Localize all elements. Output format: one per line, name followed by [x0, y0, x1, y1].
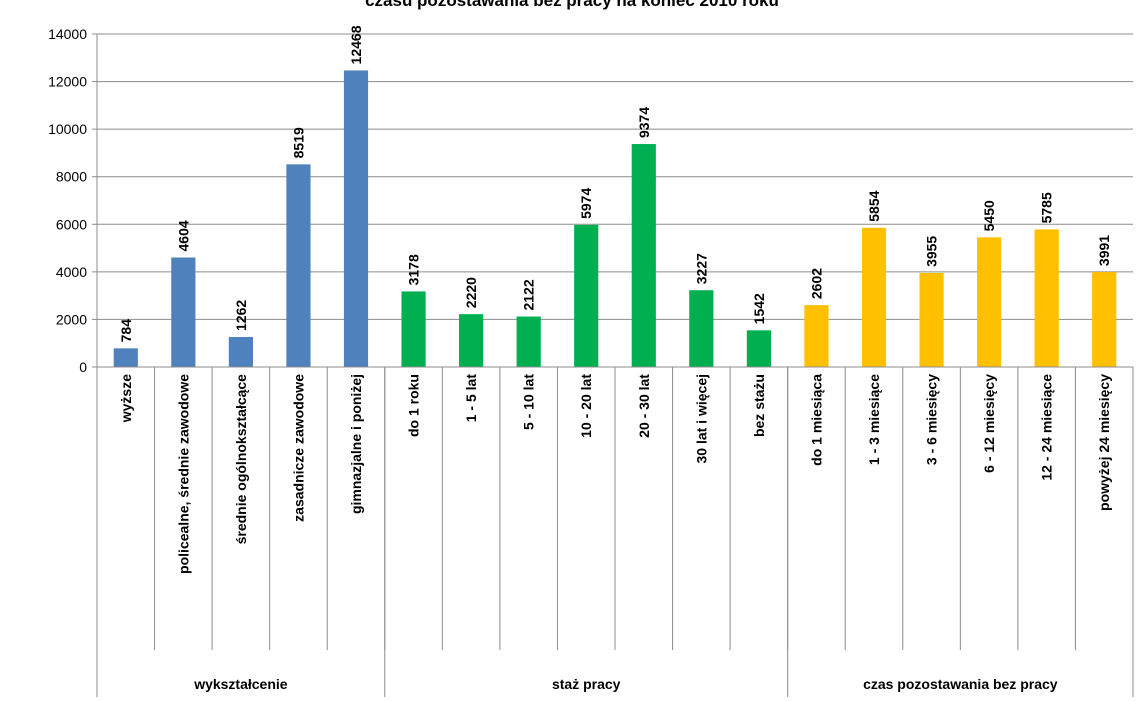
- y-tick-label: 14000: [48, 26, 87, 42]
- category-label: 10 - 20 lat: [578, 374, 594, 438]
- bar: [113, 348, 138, 367]
- y-tick-label: 8000: [56, 169, 87, 185]
- category-label: do 1 roku: [406, 374, 422, 437]
- category-label: do 1 miesiąca: [808, 374, 824, 466]
- bar: [228, 336, 253, 367]
- data-label: 5450: [981, 200, 997, 231]
- bar: [631, 144, 656, 367]
- category-label: powyżej 24 miesięcy: [1096, 374, 1112, 511]
- data-label: 1262: [233, 300, 249, 331]
- data-label: 2602: [808, 268, 824, 299]
- data-label: 1542: [751, 293, 767, 324]
- data-label: 3991: [1096, 235, 1112, 266]
- data-label: 9374: [636, 107, 652, 138]
- y-tick-label: 2000: [56, 311, 87, 327]
- y-tick-label: 4000: [56, 264, 87, 280]
- bar: [516, 316, 541, 367]
- bar: [171, 257, 196, 367]
- bar: [804, 305, 829, 367]
- bar: [919, 272, 944, 367]
- data-label: 784: [118, 319, 134, 343]
- data-label: 3227: [693, 253, 709, 284]
- category-label: 12 - 24 miesiące: [1039, 374, 1055, 481]
- category-label: zasadnicze zawodowe: [290, 374, 306, 522]
- category-label: 5 - 10 lat: [521, 374, 537, 430]
- x-axis: wyższe policealne, średnie zawodowe średni…: [97, 366, 1134, 697]
- data-label: 5854: [866, 190, 882, 221]
- category-label: 1 - 3 miesiące: [866, 374, 882, 465]
- category-label: średnie ogólnokształcące: [233, 374, 249, 545]
- group-label: wykształcenie: [193, 676, 288, 692]
- data-label: 3178: [406, 254, 422, 285]
- data-label: 2122: [521, 279, 537, 310]
- y-axis: 0 2000 4000 6000 8000 10000 12000 14000: [48, 26, 98, 697]
- bar: [1092, 272, 1117, 367]
- bar: [401, 291, 426, 367]
- category-label: 20 - 30 lat: [636, 374, 652, 438]
- category-label: 3 - 6 miesięcy: [924, 374, 940, 465]
- bar: [861, 227, 887, 367]
- y-tick-label: 0: [79, 359, 87, 375]
- group-label: staż pracy: [552, 676, 621, 692]
- data-label: 5785: [1039, 192, 1055, 223]
- category-label: policealne, średnie zawodowe: [175, 374, 191, 574]
- data-labels: 784 4604 1262 8519 12468 3178 2220 2122 5974 9374…: [118, 25, 1112, 342]
- y-tick-label: 12000: [48, 74, 87, 90]
- data-label: 4604: [175, 220, 191, 251]
- bar: [746, 330, 771, 367]
- bars: [113, 70, 1117, 368]
- category-label: bez stażu: [751, 374, 767, 437]
- bar: [286, 164, 311, 367]
- category-label: 30 lat i więcej: [693, 374, 709, 464]
- bar: [343, 70, 369, 368]
- category-label: 6 - 12 miesięcy: [981, 374, 997, 473]
- y-tick-label: 10000: [48, 121, 87, 137]
- bar: [977, 237, 1002, 367]
- bar: [689, 290, 714, 367]
- data-label: 8519: [290, 127, 306, 158]
- category-label: wyższe: [118, 374, 134, 423]
- data-label: 12468: [348, 25, 364, 64]
- data-label: 3955: [924, 236, 940, 267]
- bar: [1034, 229, 1059, 367]
- bar: [574, 224, 599, 367]
- category-label: gimnazjalne i poniżej: [348, 374, 364, 514]
- category-label: 1 - 5 lat: [463, 374, 479, 423]
- group-label: czas pozostawania bez pracy: [863, 676, 1058, 692]
- chart-title: czasu pozostawania bez pracy na koniec 2…: [365, 0, 779, 10]
- data-label: 5974: [578, 188, 594, 219]
- data-label: 2220: [463, 277, 479, 308]
- y-tick-label: 6000: [56, 216, 87, 232]
- bar: [459, 314, 484, 367]
